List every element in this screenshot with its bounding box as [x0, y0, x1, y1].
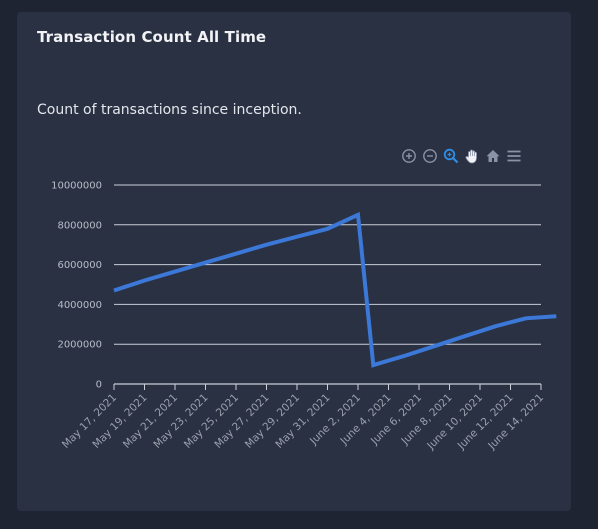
y-tick-label: 6000000: [57, 260, 102, 271]
zoom-in-icon[interactable]: [400, 147, 418, 165]
x-tick-label: June 14, 2021: [485, 392, 546, 453]
card-subtitle: Count of transactions since inception.: [37, 102, 302, 118]
chart-card: Transaction Count All Time Count of tran…: [17, 12, 571, 511]
y-tick-label: 0: [96, 380, 102, 391]
selection-zoom-icon[interactable]: [442, 147, 460, 165]
zoom-out-icon[interactable]: [421, 147, 439, 165]
y-tick-label: 2000000: [57, 340, 102, 351]
menu-icon[interactable]: [505, 147, 523, 165]
y-axis-ticks: 0 2000000 4000000 6000000 8000000 10000000: [51, 181, 102, 391]
card-title: Transaction Count All Time: [37, 28, 267, 46]
chart-toolbar: [400, 147, 523, 165]
grid-lines: [114, 184, 541, 345]
y-tick-label: 4000000: [57, 300, 102, 311]
y-tick-label: 8000000: [57, 220, 102, 231]
home-reset-icon[interactable]: [484, 147, 502, 165]
pan-hand-icon[interactable]: [463, 147, 481, 165]
series-layer: [113, 211, 557, 368]
y-tick-label: 10000000: [51, 181, 102, 192]
series-line: [113, 211, 557, 368]
